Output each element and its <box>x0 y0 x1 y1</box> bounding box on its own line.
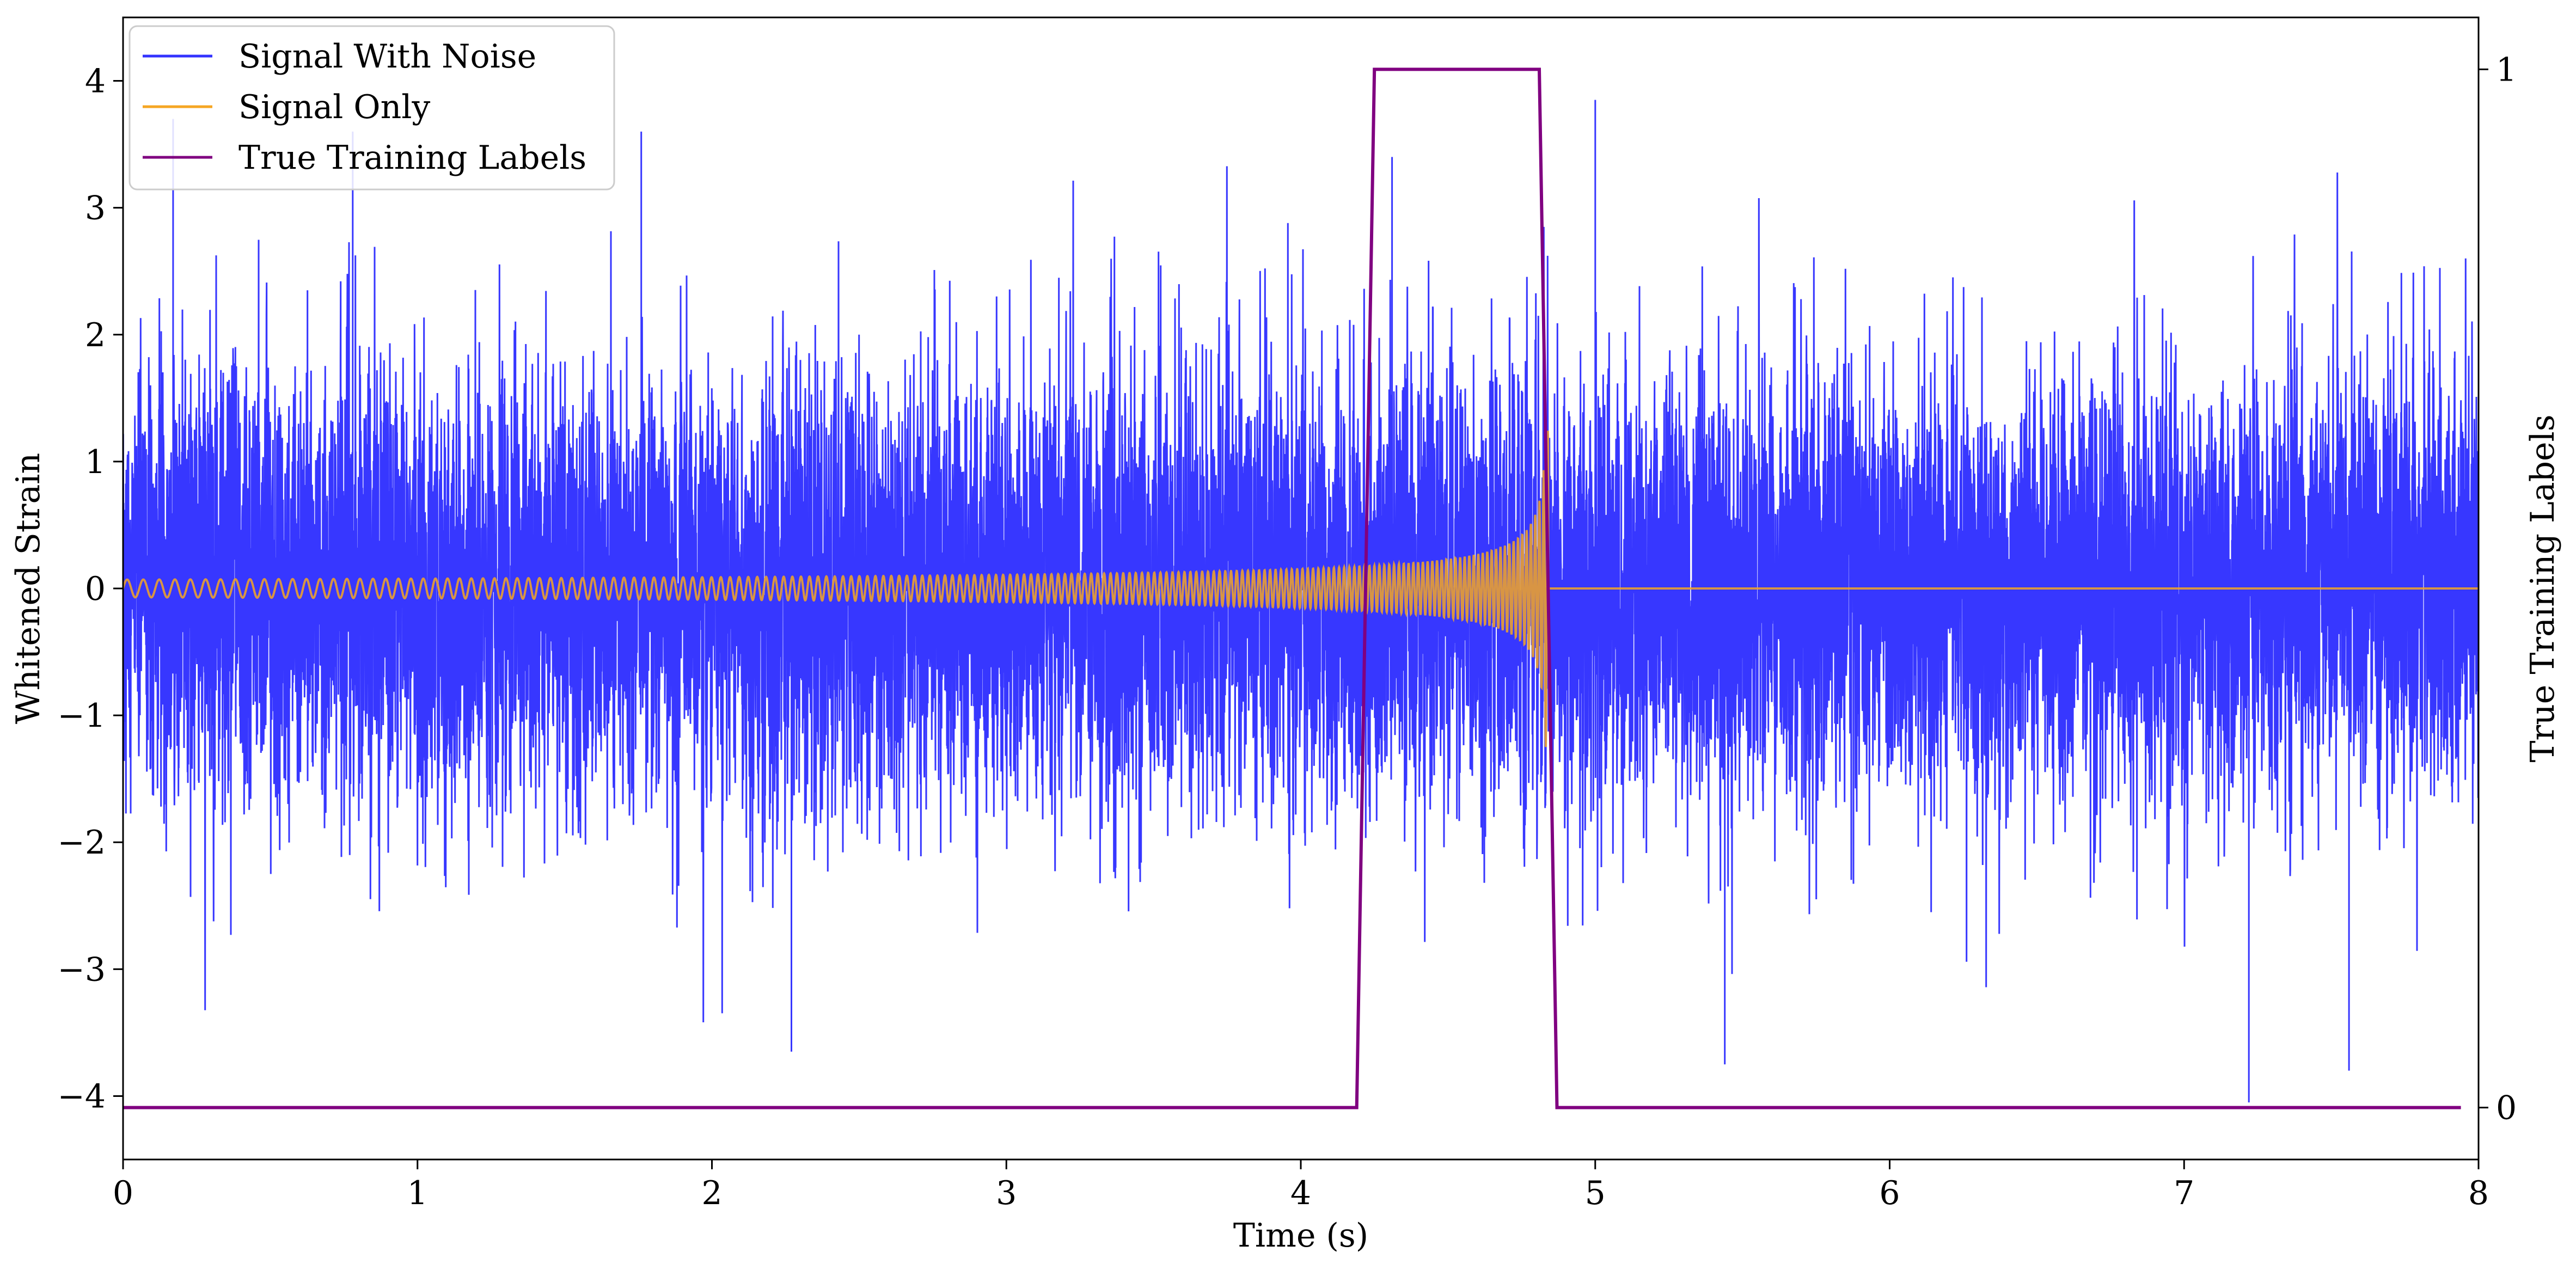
y-axis-ticks: −4 −3 −2 −1 0 1 2 3 4 <box>58 63 123 1115</box>
y-tick-label: 2 <box>85 316 106 354</box>
x-tick-label: 7 <box>2174 1174 2194 1212</box>
series-line-signal-only <box>123 431 2479 747</box>
series-line-true-training-labels <box>123 68 2461 1109</box>
y2-tick-label: 1 <box>2496 51 2517 89</box>
y-tick-label: −2 <box>58 824 106 862</box>
x-tick-label: 5 <box>1585 1174 1606 1212</box>
x-axis-title: Time (s) <box>1233 1217 1368 1255</box>
y-tick-label: 1 <box>85 443 106 481</box>
y2-axis-ticks: 01 <box>2479 51 2517 1127</box>
legend: Signal With Noise Signal Only True Train… <box>129 25 615 191</box>
y2-axis-title: True Training Labels <box>2524 414 2562 762</box>
y2-tick-label: 0 <box>2496 1089 2517 1127</box>
y-tick-label: 0 <box>85 570 106 608</box>
x-tick-label: 3 <box>996 1174 1017 1212</box>
legend-label-signal-with-noise: Signal With Noise <box>238 38 536 76</box>
y-tick-label: −4 <box>58 1077 106 1115</box>
plot-area <box>123 68 2479 1109</box>
y-axis-title: Whitened Strain <box>9 453 47 724</box>
y-tick-label: 3 <box>85 189 106 228</box>
x-tick-label: 2 <box>701 1174 722 1212</box>
x-tick-label: 8 <box>2468 1174 2489 1212</box>
x-axis-ticks: 0 1 2 3 4 5 6 7 8 <box>113 1159 2489 1212</box>
x-tick-label: 1 <box>407 1174 428 1212</box>
series-line-signal-with-noise <box>123 100 2479 1103</box>
legend-box <box>129 25 615 191</box>
y-tick-label: 4 <box>85 63 106 101</box>
x-tick-label: 0 <box>113 1174 133 1212</box>
x-tick-label: 4 <box>1290 1174 1311 1212</box>
x-tick-label: 6 <box>1879 1174 1900 1212</box>
legend-label-signal-only: Signal Only <box>238 88 430 126</box>
legend-label-true-training-labels: True Training Labels <box>238 139 586 177</box>
y-tick-label: −3 <box>58 950 106 989</box>
y-tick-label: −1 <box>58 697 106 735</box>
